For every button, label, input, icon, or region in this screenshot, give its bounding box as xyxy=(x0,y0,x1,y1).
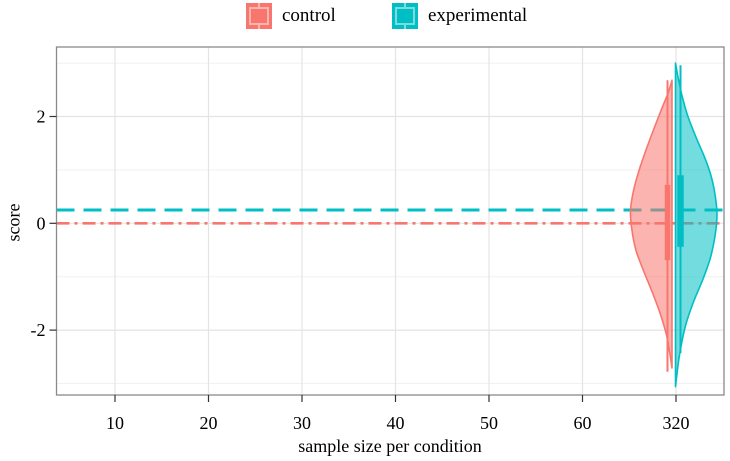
legend-item-experimental: experimental xyxy=(392,3,527,29)
interval-box-experimental xyxy=(677,175,684,247)
panel-border xyxy=(55,46,725,396)
x-tick-label: 30 xyxy=(293,413,311,433)
legend-key-whisker-top xyxy=(404,3,406,7)
legend-key-whisker-bottom xyxy=(258,25,260,29)
legend-key-control-icon xyxy=(246,3,272,29)
x-axis-title: sample size per condition xyxy=(298,436,482,456)
y-tick-label: -2 xyxy=(31,320,46,340)
x-tick-label: 20 xyxy=(200,413,218,433)
violin-experimental xyxy=(674,62,718,388)
x-tick-label: 50 xyxy=(480,413,498,433)
legend-label-experimental: experimental xyxy=(428,5,528,26)
x-tick-label: 40 xyxy=(387,413,405,433)
legend-item-control: control xyxy=(246,3,336,29)
interval-box-control xyxy=(664,184,671,261)
legend-label-control: control xyxy=(282,5,336,26)
y-tick-label: 0 xyxy=(37,213,46,233)
y-tick-label: 2 xyxy=(37,107,46,127)
x-tick-label: 320 xyxy=(663,413,690,433)
legend: control experimental xyxy=(0,0,730,34)
x-tick-label: 10 xyxy=(106,413,124,433)
legend-key-experimental-icon xyxy=(392,3,418,29)
legend-key-inner xyxy=(249,7,269,25)
y-axis-title: score xyxy=(3,203,24,242)
legend-key-whisker-bottom xyxy=(404,25,406,29)
x-tick-label: 60 xyxy=(574,413,592,433)
violin-control xyxy=(629,79,673,369)
legend-key-whisker-top xyxy=(258,3,260,7)
legend-key-inner xyxy=(395,7,415,25)
